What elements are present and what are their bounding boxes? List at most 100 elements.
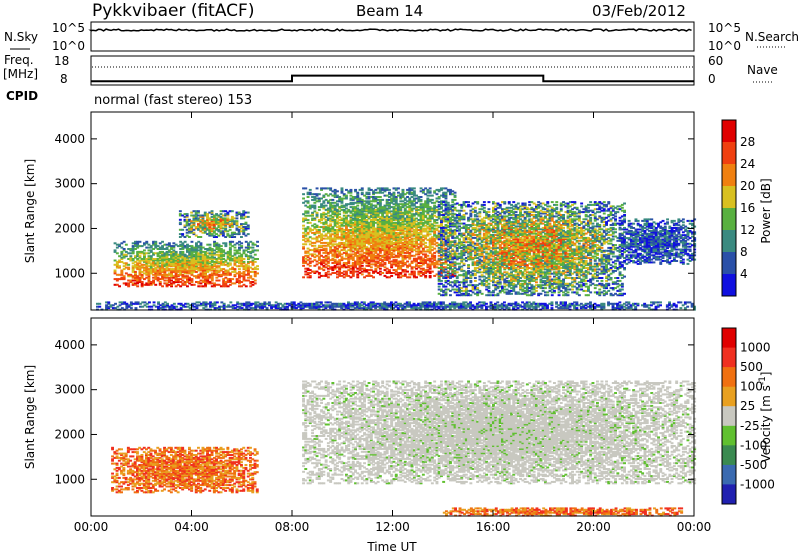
heatmap-cell (309, 258, 312, 260)
heatmap-cell (350, 189, 353, 191)
heatmap-cell (465, 213, 468, 215)
heatmap-cell (451, 213, 454, 215)
heatmap-cell (154, 284, 157, 286)
heatmap-cell (445, 291, 448, 293)
heatmap-cell (438, 238, 441, 240)
heatmap-cell (424, 242, 427, 244)
heatmap-cell (488, 283, 491, 285)
heatmap-cell (256, 258, 259, 260)
heatmap-cell (372, 276, 375, 278)
heatmap-cell (313, 245, 316, 247)
heatmap-cell (127, 264, 130, 266)
heatmap-cell (233, 236, 236, 238)
heatmap-cell (256, 245, 259, 247)
heatmap-cell (240, 236, 243, 238)
heatmap-cell (429, 190, 432, 192)
heatmap-cell (381, 199, 384, 201)
heatmap-cell (243, 258, 246, 260)
heatmap-cell (483, 220, 486, 222)
heatmap-cell (341, 187, 344, 189)
heatmap-cell (402, 189, 405, 191)
heatmap-cell (336, 190, 339, 192)
heatmap-cell (211, 210, 214, 212)
heatmap-cell (318, 272, 321, 274)
heatmap-cell (191, 278, 194, 280)
heatmap-cell (179, 219, 182, 221)
heatmap-cell (483, 201, 486, 203)
nsky-panel (91, 22, 694, 51)
heatmap-cell (338, 213, 341, 215)
nsearch-tick-low: 10^0 (708, 39, 741, 53)
heatmap-cell (388, 269, 391, 271)
heatmap-cell (356, 205, 359, 207)
heatmap-cell (114, 249, 117, 251)
heatmap-cell (454, 207, 457, 209)
heatmap-cell (193, 232, 196, 234)
heatmap-cell (179, 210, 182, 212)
heatmap-cell (186, 285, 189, 287)
heatmap-cell (199, 236, 202, 238)
heatmap-cell (384, 262, 387, 264)
heatmap-cell (454, 240, 457, 242)
heatmap-cell (318, 209, 321, 211)
heatmap-cell (222, 249, 225, 251)
heatmap-cell (361, 192, 364, 194)
heatmap-cell (200, 242, 203, 244)
heatmap-cell (252, 247, 255, 249)
heatmap-cell (325, 205, 328, 207)
heatmap-cell (254, 282, 257, 284)
heatmap-cell (161, 241, 164, 243)
heatmap-cell (302, 198, 305, 200)
heatmap-cell (361, 265, 364, 267)
heatmap-cell (469, 205, 472, 207)
heatmap-cell (231, 278, 234, 280)
heatmap-cell (456, 271, 459, 273)
heatmap-cell (256, 265, 259, 267)
heatmap-cell (318, 229, 321, 231)
heatmap-cell (197, 210, 200, 212)
heatmap-cell (447, 202, 450, 204)
heatmap-cell (218, 280, 221, 282)
heatmap-cell (123, 241, 126, 243)
heatmap-cell (488, 286, 491, 288)
heatmap-cell (313, 205, 316, 207)
heatmap-cell (390, 275, 393, 277)
heatmap-cell (234, 247, 237, 249)
heatmap-cell (463, 263, 466, 265)
heatmap-cell (463, 210, 466, 212)
heatmap-cell (129, 255, 132, 257)
heatmap-cell (454, 195, 457, 197)
heatmap-cell (304, 243, 307, 245)
nave-label: Nave (747, 63, 778, 77)
heatmap-cell (229, 262, 232, 264)
heatmap-cell (249, 275, 252, 277)
heatmap-cell (181, 233, 184, 235)
heatmap-cell (438, 277, 441, 279)
heatmap-cell (447, 238, 450, 240)
heatmap-cell (236, 217, 239, 219)
heatmap-cell (316, 212, 319, 214)
heatmap-cell (181, 251, 184, 253)
heatmap-cell (451, 210, 454, 212)
heatmap-cell (145, 241, 148, 243)
heatmap-cell (307, 210, 310, 212)
heatmap-cell (327, 271, 330, 273)
heatmap-cell (327, 256, 330, 258)
heatmap-cell (451, 204, 454, 206)
heatmap-cell (413, 190, 416, 192)
heatmap-cell (478, 215, 481, 217)
heatmap-cell (123, 275, 126, 277)
heatmap-cell (322, 269, 325, 271)
heatmap-cell (307, 200, 310, 202)
heatmap-cell (256, 249, 259, 251)
heatmap-cell (302, 225, 305, 227)
heatmap-cell (429, 233, 432, 235)
heatmap-cell (356, 192, 359, 194)
heatmap-cell (309, 275, 312, 277)
heatmap-cell (393, 192, 396, 194)
heatmap-cell (175, 251, 178, 253)
heatmap-cell (361, 273, 364, 275)
heatmap-cell (406, 261, 409, 263)
heatmap-cell (245, 285, 248, 287)
heatmap-cell (431, 271, 434, 273)
